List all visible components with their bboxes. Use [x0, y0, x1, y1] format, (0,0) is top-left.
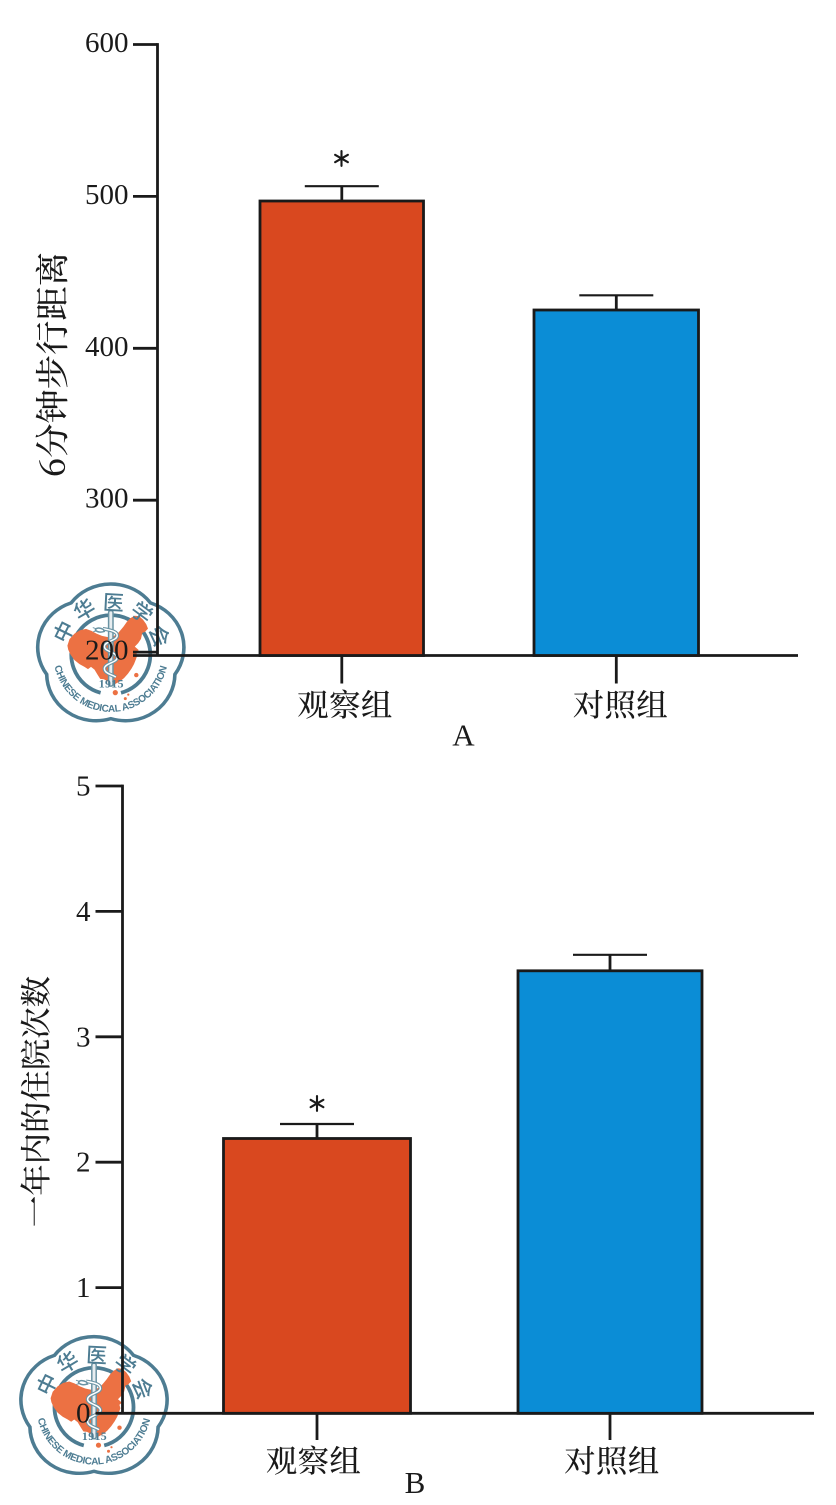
svg-text:0: 0 — [76, 1398, 91, 1430]
svg-text:1: 1 — [76, 1272, 91, 1304]
svg-text:500: 500 — [85, 179, 129, 211]
svg-text:4: 4 — [76, 896, 91, 928]
svg-text:2: 2 — [76, 1147, 91, 1179]
svg-text:400: 400 — [85, 331, 129, 363]
svg-text:5: 5 — [76, 771, 91, 803]
svg-text:A: A — [452, 718, 475, 753]
svg-text:3: 3 — [76, 1021, 91, 1053]
svg-text:600: 600 — [85, 27, 129, 59]
svg-text:B: B — [405, 1465, 426, 1500]
svg-text:1915: 1915 — [82, 1429, 107, 1443]
svg-text:300: 300 — [85, 483, 129, 515]
svg-text:200: 200 — [85, 635, 129, 667]
svg-text:1915: 1915 — [99, 677, 124, 691]
